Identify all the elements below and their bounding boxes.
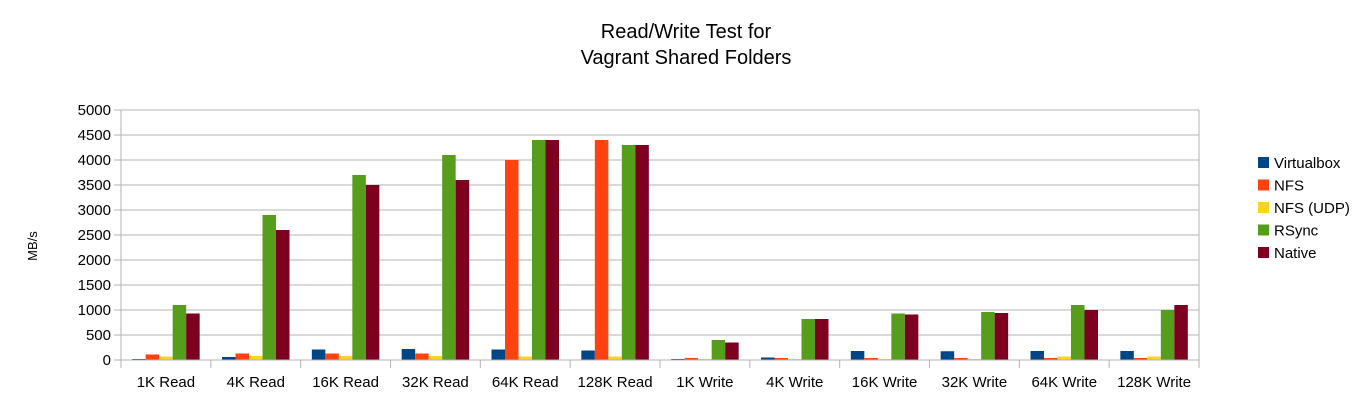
- x-tick-label: 4K Read: [227, 374, 285, 391]
- x-tick-label: 64K Read: [492, 374, 559, 391]
- x-tick-label: 1K Write: [676, 374, 733, 391]
- gridlines: [121, 109, 1199, 361]
- bar-virtualbox: [491, 349, 505, 360]
- legend-label: NFS: [1274, 178, 1304, 195]
- bar-nfs-udp: [249, 356, 263, 360]
- bar-rsync: [711, 340, 726, 360]
- bar-native: [725, 342, 739, 360]
- bar-native: [455, 180, 470, 360]
- bar-native: [635, 145, 649, 360]
- bar-rsync: [801, 319, 815, 360]
- bar-native: [365, 185, 380, 360]
- bar-native: [545, 140, 559, 360]
- bar-virtualbox: [401, 349, 416, 360]
- bar-nfs-udp: [518, 356, 532, 360]
- chart-title-line-2: Vagrant Shared Folders: [581, 47, 792, 69]
- y-axis-label: MB/s: [25, 231, 40, 261]
- bar-virtualbox: [222, 357, 236, 360]
- bar-native: [186, 313, 200, 360]
- x-tick-label: 32K Read: [402, 374, 469, 391]
- bar-nfs: [594, 140, 609, 360]
- y-tick-label: 4000: [78, 152, 111, 169]
- x-tick-label: 128K Read: [578, 374, 653, 391]
- bar-virtualbox: [1030, 351, 1044, 360]
- x-tick-label: 16K Write: [852, 374, 918, 391]
- legend-label: NFS (UDP): [1274, 200, 1350, 217]
- bar-rsync: [1160, 310, 1175, 360]
- bar-nfs-udp: [1147, 356, 1161, 360]
- legend-label: Virtualbox: [1274, 155, 1341, 172]
- legend-swatch: [1258, 179, 1269, 191]
- bar-nfs: [1133, 358, 1148, 360]
- bars: [132, 140, 1188, 360]
- bar-rsync: [1071, 305, 1085, 360]
- legend-label: Native: [1274, 245, 1317, 262]
- bar-nfs: [864, 358, 878, 360]
- bar-rsync: [981, 312, 995, 360]
- y-tick-label: 2000: [78, 252, 111, 269]
- bar-native: [1174, 305, 1188, 360]
- bar-native: [1084, 310, 1098, 360]
- chart-title-line-1: Read/Write Test for: [601, 21, 772, 43]
- bar-nfs-udp: [608, 356, 622, 360]
- x-tick-label: 128K Write: [1117, 374, 1191, 391]
- bar-nfs: [235, 353, 249, 360]
- bar-rsync: [621, 145, 636, 360]
- bar-virtualbox: [311, 349, 326, 360]
- bar-rsync: [262, 215, 276, 360]
- x-tick-label: 1K Read: [137, 374, 195, 391]
- bar-virtualbox: [581, 350, 595, 360]
- bar-native: [276, 230, 290, 360]
- bar-nfs-udp: [1057, 356, 1071, 360]
- legend: Virtualbox NFS NFS (UDP) RSync Native: [1258, 155, 1350, 262]
- y-tick-label: 5000: [78, 102, 111, 119]
- bar-rsync: [442, 155, 456, 360]
- y-tick-label: 4500: [78, 127, 111, 144]
- legend-swatch: [1258, 224, 1269, 236]
- bar-native: [904, 314, 919, 360]
- y-tick-label: 0: [103, 352, 111, 369]
- legend-swatch: [1258, 202, 1269, 213]
- x-tick-label: 64K Write: [1031, 374, 1097, 391]
- bar-rsync: [891, 313, 905, 360]
- bar-nfs: [684, 358, 699, 360]
- bar-nfs-udp: [159, 356, 173, 360]
- bar-virtualbox: [1120, 351, 1134, 360]
- bar-nfs: [505, 160, 519, 360]
- bar-native: [994, 313, 1009, 360]
- y-tick-label: 1000: [78, 302, 111, 319]
- bar-nfs: [325, 353, 339, 360]
- bar-virtualbox: [940, 351, 955, 360]
- axes: 0 500 1000 1500 2000 2500 3000 3500 4000 4500 5000…: [78, 102, 1200, 391]
- bar-nfs-udp: [428, 356, 443, 360]
- bar-nfs: [954, 358, 968, 360]
- y-tick-label: 3000: [78, 202, 111, 219]
- x-tick-label: 16K Read: [312, 374, 379, 391]
- x-tick-label: 4K Write: [766, 374, 823, 391]
- bar-virtualbox: [761, 357, 775, 360]
- bar-nfs: [774, 358, 788, 360]
- x-tick-label: 32K Write: [942, 374, 1008, 391]
- bar-nfs-udp: [338, 356, 353, 360]
- y-tick-label: 2500: [78, 227, 111, 244]
- y-tick-label: 500: [86, 327, 111, 344]
- bar-nfs: [1044, 358, 1058, 360]
- bar-virtualbox: [850, 351, 865, 360]
- legend-label: RSync: [1274, 223, 1319, 240]
- legend-swatch: [1258, 157, 1269, 168]
- y-tick-label: 3500: [78, 177, 111, 194]
- bar-rsync: [532, 140, 546, 360]
- bar-nfs: [415, 353, 429, 360]
- bar-rsync: [172, 305, 187, 360]
- legend-swatch: [1258, 247, 1269, 258]
- bar-rsync: [352, 175, 366, 360]
- y-tick-label: 1500: [78, 277, 111, 294]
- bar-nfs: [145, 354, 160, 360]
- bar-native: [815, 319, 829, 360]
